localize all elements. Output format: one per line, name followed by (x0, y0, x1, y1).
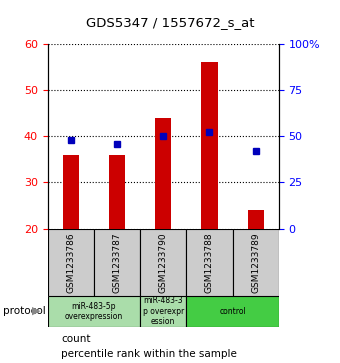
Bar (48, 296, 140, 327)
Text: miR-483-3
p overexpr
ession: miR-483-3 p overexpr ession (142, 296, 184, 326)
Text: control: control (219, 307, 246, 316)
Bar (155, 118, 171, 229)
Bar (48, 229, 94, 296)
Bar (109, 155, 125, 229)
Text: count: count (61, 334, 91, 344)
Text: miR-483-5p
overexpression: miR-483-5p overexpression (65, 302, 123, 321)
Text: GSM1233787: GSM1233787 (113, 232, 121, 293)
Bar (201, 62, 218, 229)
Text: protocol: protocol (3, 306, 46, 316)
Bar (248, 210, 264, 229)
Bar (63, 155, 79, 229)
Text: GSM1233788: GSM1233788 (205, 232, 214, 293)
Bar (186, 229, 233, 296)
Text: GSM1233786: GSM1233786 (66, 232, 75, 293)
Text: percentile rank within the sample: percentile rank within the sample (61, 348, 237, 359)
Bar (140, 296, 186, 327)
Text: GSM1233790: GSM1233790 (159, 232, 168, 293)
Text: ▶: ▶ (32, 306, 41, 316)
Bar (186, 296, 279, 327)
Text: GDS5347 / 1557672_s_at: GDS5347 / 1557672_s_at (86, 16, 254, 29)
Bar (140, 229, 186, 296)
Bar (94, 229, 140, 296)
Text: GSM1233789: GSM1233789 (251, 232, 260, 293)
Bar (233, 229, 279, 296)
